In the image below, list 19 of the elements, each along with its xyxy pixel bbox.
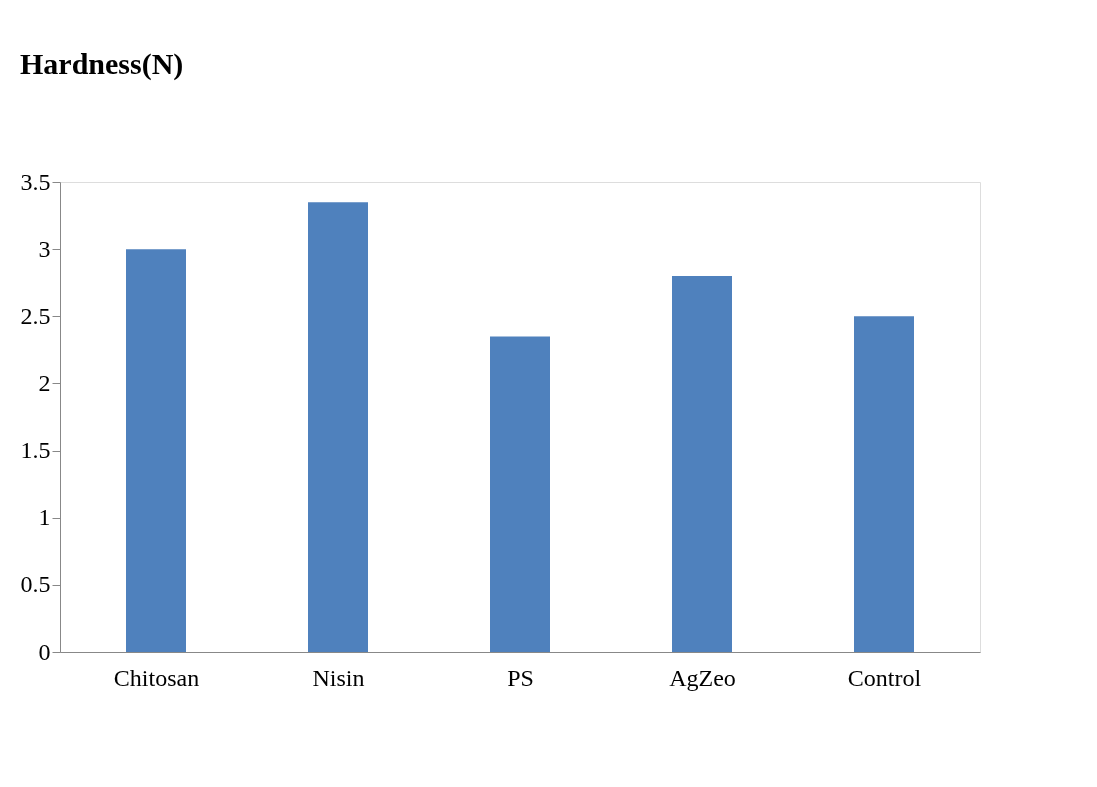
bar: [490, 336, 550, 652]
y-tick-label: 0.5: [20, 571, 51, 598]
y-tick-label: 3: [38, 235, 51, 262]
bar: [308, 202, 368, 652]
y-tick-label: 1.5: [20, 437, 51, 464]
bar: [126, 249, 186, 652]
x-tick-label: PS: [507, 664, 534, 691]
x-tick-label: AgZeo: [669, 664, 736, 691]
y-tick-label: 2.5: [20, 302, 51, 329]
y-tick-label: 0: [38, 638, 51, 665]
x-tick-label: Chitosan: [113, 664, 200, 691]
bar: [672, 276, 732, 652]
chart-title: Hardness(N): [20, 47, 184, 81]
y-tick-label: 3.5: [20, 168, 51, 195]
y-tick-label: 1: [38, 504, 51, 531]
x-tick-label: Nisin: [312, 664, 365, 691]
y-tick-label: 2: [38, 369, 51, 396]
x-tick-label: Control: [847, 664, 922, 691]
bar: [854, 316, 914, 652]
